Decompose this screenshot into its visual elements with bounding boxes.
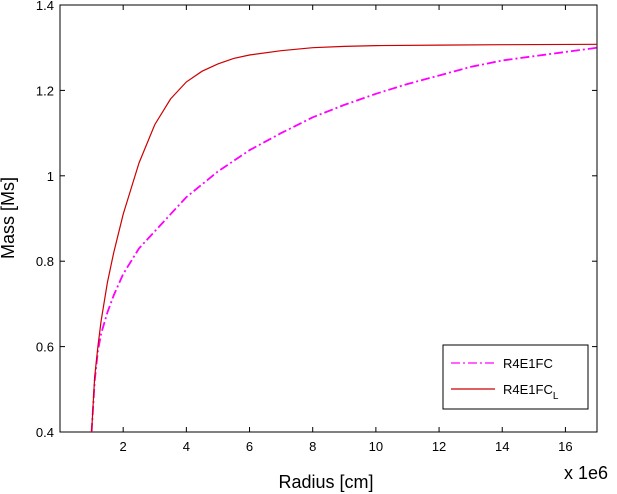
series-layer: [90, 43, 598, 433]
x-axis-title: Radius [cm]: [278, 472, 373, 492]
series-line-r4e1fc-l: [91, 43, 598, 433]
legend-label-r4e1fc-l-subscript: L: [553, 391, 559, 402]
x-tick-label: 14: [495, 439, 509, 454]
y-tick-label: 1: [47, 169, 54, 184]
x-tick-label: 2: [120, 439, 127, 454]
legend-label-r4e1fc-l-main: R4E1FC: [503, 382, 553, 397]
legend-label-r4e1fc-l: R4E1FCL: [503, 382, 559, 402]
tick-layer: 2 4 6 8 10 12 14 16 0.4 0.6 0.8 1 1.2 1.4: [36, 0, 597, 454]
y-tick-label: 1.4: [36, 0, 54, 13]
y-tick-label: 0.6: [36, 340, 54, 355]
legend-box: [442, 344, 589, 410]
y-axis-title: Mass [Ms]: [0, 177, 18, 259]
legend: R4E1FC R4E1FCL: [442, 344, 589, 410]
x-tick-label: 16: [558, 439, 572, 454]
x-tick-label: 10: [369, 439, 383, 454]
x-multiplier-label: x 1e6: [564, 463, 608, 483]
x-tick-label: 8: [309, 439, 316, 454]
x-tick-label: 12: [432, 439, 446, 454]
legend-label-r4e1fc: R4E1FC: [503, 356, 553, 371]
y-tick-label: 1.2: [36, 83, 54, 98]
y-tick-label: 0.8: [36, 254, 54, 269]
x-tick-label: 4: [183, 439, 190, 454]
x-tick-label: 6: [246, 439, 253, 454]
y-tick-label: 0.4: [36, 425, 54, 440]
series-line-r4e1fc: [90, 46, 598, 433]
